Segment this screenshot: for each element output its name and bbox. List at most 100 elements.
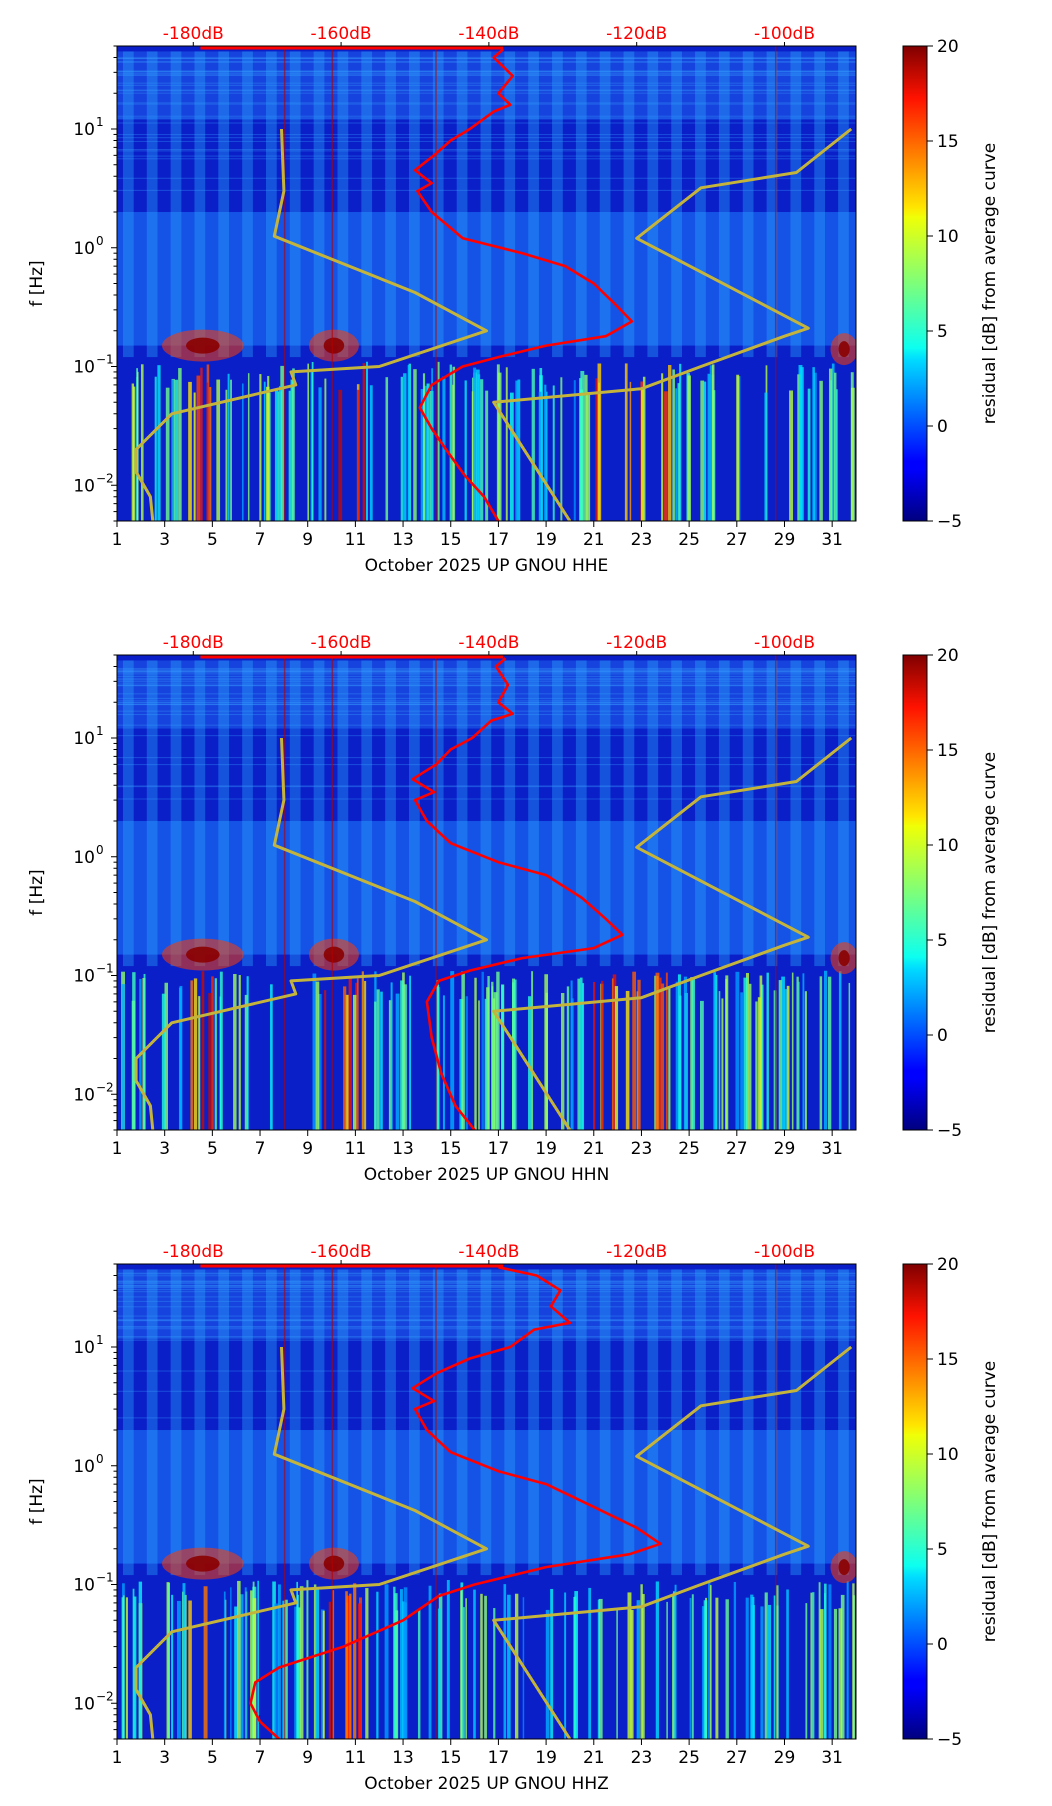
- x-tick-label: 29: [774, 1748, 796, 1768]
- db-tick-label: -180dB: [163, 633, 224, 653]
- colorbar-tick-label: 20: [937, 37, 959, 57]
- x-tick-label: 5: [207, 1139, 218, 1159]
- x-tick-label: 11: [345, 1748, 367, 1768]
- x-tick-label: 13: [392, 530, 414, 550]
- y-tick-label: 10: [73, 848, 95, 868]
- colorbar-tick-label: −5: [937, 1730, 962, 1750]
- x-axis-label: October 2025 UP GNOU HHE: [365, 556, 609, 576]
- y-tick-label: 10: [73, 1085, 95, 1105]
- colorbar-tick-label: 10: [937, 836, 959, 856]
- db-tick-label: -120dB: [606, 1242, 667, 1262]
- y-tick-exponent: −2: [96, 1080, 114, 1094]
- x-tick-label: 1: [112, 1748, 123, 1768]
- series-high-noise-model: [492, 736, 853, 1130]
- y-tick-label: 10: [73, 729, 95, 749]
- db-tick-label: -160dB: [311, 24, 372, 44]
- db-tick-label: -140dB: [458, 24, 519, 44]
- y-tick-label: 10: [73, 1457, 95, 1477]
- spectrogram: [117, 655, 856, 1130]
- colorbar-tick-label: 10: [937, 1445, 959, 1465]
- y-tick-exponent: 1: [96, 1333, 104, 1347]
- series-low-noise-model: [134, 1346, 488, 1739]
- x-tick-label: 15: [440, 1748, 462, 1768]
- x-axis-label: October 2025 UP GNOU HHZ: [364, 1774, 609, 1794]
- x-tick-label: 11: [345, 530, 367, 550]
- db-tick-label: -140dB: [458, 1242, 519, 1262]
- y-tick-label: 10: [73, 358, 95, 378]
- db-tick-label: -180dB: [163, 24, 224, 44]
- y-axis-label: f [Hz]: [27, 1478, 47, 1524]
- db-tick-label: -160dB: [311, 633, 372, 653]
- colorbar-tick-label: 20: [937, 1255, 959, 1275]
- y-tick-label: 10: [73, 967, 95, 987]
- db-tick-label: -100dB: [754, 1242, 815, 1262]
- colorbar: [902, 1263, 928, 1740]
- colorbar-label: residual [dB] from average curve: [980, 1361, 1000, 1642]
- x-tick-label: 31: [821, 1139, 843, 1159]
- series-average-curve: [413, 48, 634, 521]
- y-tick-exponent: 1: [96, 115, 104, 129]
- x-tick-label: 21: [583, 1139, 605, 1159]
- x-tick-label: 23: [631, 530, 653, 550]
- colorbar-tick-label: 15: [937, 1350, 959, 1370]
- y-tick-label: 10: [73, 120, 95, 140]
- x-tick-label: 9: [302, 530, 313, 550]
- colorbar-label: residual [dB] from average curve: [980, 143, 1000, 424]
- series-average-curve: [411, 657, 624, 1130]
- colorbar: [902, 654, 928, 1131]
- x-tick-label: 25: [678, 1748, 700, 1768]
- colorbar-tick-label: 10: [937, 227, 959, 247]
- x-tick-label: 13: [392, 1748, 414, 1768]
- series-high-noise-model: [492, 127, 853, 521]
- x-tick-label: 9: [302, 1139, 313, 1159]
- db-tick-label: -140dB: [458, 633, 519, 653]
- colorbar-tick-label: 0: [937, 1026, 948, 1046]
- x-tick-label: 17: [488, 530, 510, 550]
- series-high-noise-model: [492, 1345, 853, 1739]
- x-tick-label: 27: [726, 1748, 748, 1768]
- x-tick-label: 31: [821, 1748, 843, 1768]
- colorbar-tick-label: 5: [937, 1540, 948, 1560]
- x-tick-label: 1: [112, 1139, 123, 1159]
- db-tick-label: -120dB: [606, 633, 667, 653]
- x-tick-label: 31: [821, 530, 843, 550]
- y-axis-label: f [Hz]: [27, 869, 47, 915]
- x-tick-label: 25: [678, 530, 700, 550]
- x-tick-label: 13: [392, 1139, 414, 1159]
- x-tick-label: 5: [207, 1748, 218, 1768]
- spectrogram: [117, 46, 856, 521]
- colorbar-tick-label: 0: [937, 1635, 948, 1655]
- x-tick-label: 21: [583, 530, 605, 550]
- x-tick-label: 7: [255, 1748, 266, 1768]
- y-axis-label: f [Hz]: [27, 260, 47, 306]
- x-tick-label: 29: [774, 1139, 796, 1159]
- colorbar-tick-label: 15: [937, 132, 959, 152]
- series-low-noise-model: [134, 737, 488, 1130]
- y-tick-exponent: 0: [96, 1452, 104, 1466]
- colorbar: [902, 45, 928, 522]
- x-tick-label: 23: [631, 1748, 653, 1768]
- y-tick-label: 10: [73, 1694, 95, 1714]
- x-tick-label: 23: [631, 1139, 653, 1159]
- colorbar-tick-label: −5: [937, 512, 962, 532]
- x-tick-label: 19: [535, 1748, 557, 1768]
- colorbar-label: residual [dB] from average curve: [980, 752, 1000, 1033]
- x-tick-label: 3: [159, 1139, 170, 1159]
- colorbar-tick-label: 20: [937, 646, 959, 666]
- colorbar-tick-label: −5: [937, 1121, 962, 1141]
- x-tick-label: 19: [535, 530, 557, 550]
- colorbar-tick-label: 0: [937, 417, 948, 437]
- x-tick-label: 29: [774, 530, 796, 550]
- x-tick-label: 27: [726, 1139, 748, 1159]
- db-tick-label: -160dB: [311, 1242, 372, 1262]
- y-tick-exponent: 0: [96, 234, 104, 248]
- x-tick-label: 21: [583, 1748, 605, 1768]
- x-tick-label: 27: [726, 530, 748, 550]
- x-tick-label: 5: [207, 530, 218, 550]
- x-tick-label: 1: [112, 530, 123, 550]
- y-tick-label: 10: [73, 1338, 95, 1358]
